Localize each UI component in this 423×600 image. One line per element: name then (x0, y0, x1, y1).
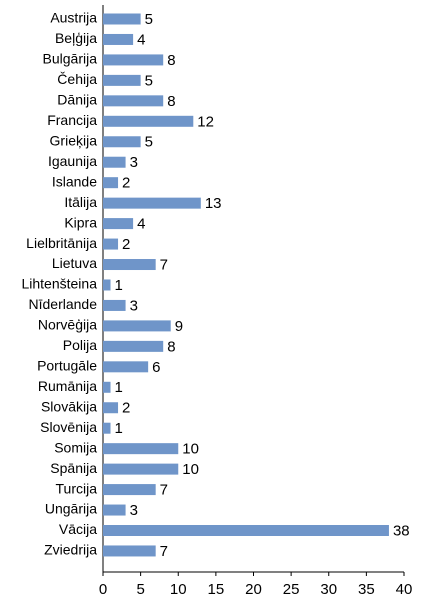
bar (103, 525, 389, 536)
y-tick-label: Slovākija (41, 398, 97, 414)
y-tick-label: Igaunija (48, 153, 97, 169)
y-tick-label: Lihtenšteina (21, 276, 97, 292)
value-label: 1 (115, 277, 123, 294)
y-tick-label: Portugāle (37, 358, 97, 374)
value-label: 3 (130, 154, 138, 171)
y-tick-label: Bulgārija (43, 51, 98, 67)
value-label: 1 (115, 379, 123, 396)
x-tick-label: 20 (245, 581, 262, 598)
value-label: 1 (115, 420, 123, 437)
x-tick-label: 30 (320, 581, 337, 598)
bar (103, 279, 111, 291)
value-label: 7 (160, 256, 168, 273)
value-label: 2 (122, 236, 130, 253)
value-label: 4 (137, 31, 145, 48)
y-tick-label: Kipra (64, 214, 97, 230)
bar (103, 299, 126, 311)
bar (103, 13, 141, 25)
bar (103, 484, 156, 496)
bar (103, 156, 126, 168)
bar (103, 340, 164, 352)
x-tick-label: 35 (358, 581, 375, 598)
y-tick-label: Spānija (50, 460, 97, 476)
value-label: 7 (160, 482, 168, 499)
y-tick-label: Rumānija (38, 378, 97, 394)
bar (103, 238, 119, 250)
bar (103, 504, 126, 516)
bar (103, 381, 111, 393)
value-label: 7 (160, 543, 168, 560)
y-tick-label: Ungārija (45, 501, 97, 517)
y-tick-label: Turcija (56, 480, 98, 496)
bar (103, 177, 119, 189)
y-tick-label: Čehija (57, 71, 97, 87)
x-tick-label: 40 (396, 581, 413, 598)
value-label: 13 (205, 195, 222, 212)
x-tick-label: 5 (136, 581, 144, 598)
x-tick-label: 10 (170, 581, 187, 598)
bar (103, 33, 134, 45)
value-label: 5 (145, 134, 153, 151)
y-tick-label: Norvēģija (38, 317, 97, 333)
bar (103, 197, 201, 209)
x-tick-label: 15 (208, 581, 225, 598)
bar (103, 443, 179, 455)
y-tick-label: Grieķija (50, 132, 98, 148)
value-label: 2 (122, 400, 130, 417)
value-label: 6 (152, 359, 160, 376)
value-label: 12 (197, 113, 214, 130)
bar (103, 136, 141, 148)
value-label: 8 (167, 338, 175, 355)
value-label: 38 (393, 522, 410, 539)
y-tick-label: Itālija (64, 194, 97, 210)
bar (103, 463, 179, 475)
value-label: 2 (122, 175, 130, 192)
value-label: 9 (175, 318, 183, 335)
y-tick-label: Polija (63, 337, 97, 353)
y-tick-label: Islande (52, 173, 97, 189)
value-label: 10 (182, 441, 199, 458)
bar (103, 320, 171, 332)
bar (103, 402, 119, 414)
bar (103, 115, 194, 127)
y-tick-label: Beļģija (55, 30, 97, 46)
y-tick-label: Lietuva (52, 255, 97, 271)
value-label: 4 (137, 216, 145, 233)
bar (103, 54, 164, 66)
y-tick-label: Vācija (59, 521, 97, 537)
bar (103, 422, 111, 434)
bar (103, 95, 164, 107)
value-label: 3 (130, 297, 138, 314)
y-tick-label: Slovēnija (40, 419, 97, 435)
value-label: 5 (145, 72, 153, 89)
y-tick-label: Dānija (57, 92, 97, 108)
value-label: 5 (145, 11, 153, 28)
bar (103, 259, 156, 271)
bar (103, 545, 156, 557)
value-label: 8 (167, 52, 175, 69)
bar (103, 361, 149, 373)
y-tick-label: Somija (54, 439, 97, 455)
value-label: 3 (130, 502, 138, 519)
bar (103, 74, 141, 86)
y-tick-label: Nīderlande (29, 296, 98, 312)
y-tick-label: Austrija (50, 10, 97, 26)
value-label: 8 (167, 93, 175, 110)
value-label: 10 (182, 461, 199, 478)
y-tick-label: Francija (47, 112, 97, 128)
x-tick-label: 25 (283, 581, 300, 598)
y-tick-label: Lielbritānija (26, 235, 97, 251)
bar (103, 218, 134, 230)
y-tick-label: Zviedrija (44, 542, 97, 558)
x-tick-label: 0 (99, 581, 107, 598)
